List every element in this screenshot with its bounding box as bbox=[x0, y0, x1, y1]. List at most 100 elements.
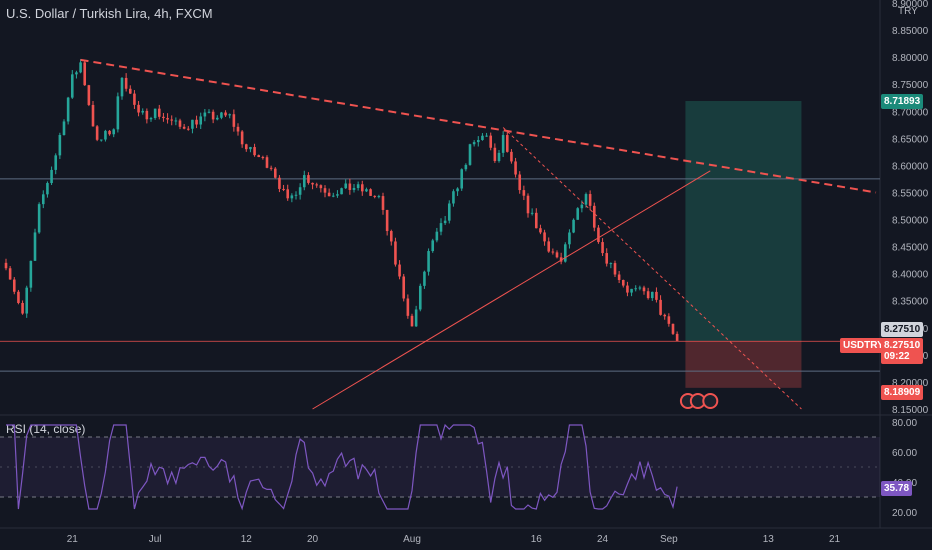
candle-body bbox=[489, 135, 493, 148]
candle-body bbox=[601, 242, 604, 254]
price-tick-label: 8.35000 bbox=[892, 297, 929, 308]
candle-body bbox=[447, 203, 451, 221]
candle-body bbox=[278, 177, 281, 189]
rsi-line bbox=[6, 423, 678, 511]
candle-body bbox=[530, 212, 534, 214]
candle-body bbox=[62, 121, 66, 136]
candle-body bbox=[588, 194, 592, 206]
price-tick-label: 8.90000 bbox=[892, 0, 929, 10]
candle-body bbox=[534, 212, 538, 229]
candle-body bbox=[195, 119, 198, 125]
symbol-title[interactable]: U.S. Dollar / Turkish Lira, 4h, FXCM bbox=[6, 6, 213, 21]
time-tick-label: 20 bbox=[307, 534, 319, 545]
candle-body bbox=[149, 118, 153, 120]
candle-body bbox=[597, 227, 600, 243]
candle-body bbox=[244, 144, 248, 150]
candle-body bbox=[377, 196, 381, 198]
price-tick-label: 8.70000 bbox=[892, 107, 929, 118]
candle-body bbox=[327, 192, 331, 197]
price-tick-label: 8.85000 bbox=[892, 26, 929, 37]
candle-body bbox=[609, 263, 613, 265]
price-tick-label: 8.55000 bbox=[892, 188, 929, 199]
candle-body bbox=[584, 194, 588, 205]
candle-body bbox=[294, 194, 298, 196]
dotted-trendline bbox=[502, 127, 802, 410]
candle-body bbox=[497, 152, 501, 162]
time-tick-label: 13 bbox=[763, 534, 775, 545]
candle-body bbox=[191, 119, 194, 129]
candle-body bbox=[481, 135, 484, 140]
candle-body bbox=[232, 114, 236, 127]
price-tick-label: 8.15000 bbox=[892, 405, 929, 416]
candle-body bbox=[501, 135, 505, 153]
candle-body bbox=[104, 130, 107, 140]
candle-body bbox=[389, 231, 393, 242]
candle-body bbox=[663, 314, 667, 317]
candle-body bbox=[555, 252, 559, 258]
time-tick-label: Sep bbox=[660, 534, 678, 545]
candle-body bbox=[203, 112, 207, 117]
candle-body bbox=[621, 279, 625, 286]
rsi-tick-label: 80.00 bbox=[892, 418, 917, 429]
candle-body bbox=[468, 144, 472, 165]
candle-body bbox=[348, 183, 352, 190]
current-price-tag: 8.27510 09:22 bbox=[881, 338, 924, 364]
time-tick-label: 12 bbox=[241, 534, 253, 545]
candle-body bbox=[315, 184, 319, 186]
candle-body bbox=[25, 287, 29, 314]
stop-zone bbox=[685, 341, 802, 388]
candle-body bbox=[360, 184, 364, 192]
bar-countdown: 09:22 bbox=[884, 351, 910, 362]
candle-body bbox=[178, 120, 182, 127]
candle-body bbox=[307, 175, 310, 183]
candle-body bbox=[99, 139, 103, 141]
candle-body bbox=[170, 119, 174, 121]
candle-body bbox=[373, 195, 377, 197]
event-marker-icon bbox=[702, 393, 719, 409]
candle-body bbox=[510, 151, 513, 162]
candle-body bbox=[410, 315, 414, 327]
candle-body bbox=[456, 188, 459, 192]
candle-body bbox=[340, 188, 343, 195]
candle-body bbox=[331, 195, 335, 197]
candle-body bbox=[418, 285, 422, 310]
rsi-band bbox=[0, 437, 880, 497]
candle-body bbox=[124, 77, 128, 89]
candle-body bbox=[559, 257, 563, 262]
candle-body bbox=[576, 208, 580, 220]
last-price-tag: 8.27510 bbox=[881, 322, 924, 337]
candle-body bbox=[539, 228, 542, 233]
candle-body bbox=[290, 195, 294, 199]
candle-body bbox=[133, 93, 136, 105]
candle-body bbox=[381, 196, 385, 210]
price-tick-label: 8.75000 bbox=[892, 80, 929, 91]
candle-body bbox=[423, 271, 426, 286]
candle-body bbox=[273, 168, 277, 178]
candle-body bbox=[162, 116, 165, 119]
candle-body bbox=[128, 88, 132, 94]
candle-body bbox=[112, 129, 116, 135]
candle-body bbox=[398, 264, 401, 277]
candle-body bbox=[199, 116, 203, 125]
candle-body bbox=[646, 291, 650, 299]
candle-body bbox=[311, 182, 314, 185]
rsi-tick-label: 20.00 bbox=[892, 508, 917, 519]
candle-body bbox=[385, 209, 389, 232]
candle-body bbox=[41, 194, 45, 205]
candle-body bbox=[240, 131, 244, 145]
symbol-tag: USDTRY bbox=[840, 338, 887, 353]
candle-body bbox=[207, 111, 211, 113]
candle-body bbox=[257, 155, 261, 158]
candle-body bbox=[116, 96, 120, 130]
price-tick-label: 8.45000 bbox=[892, 243, 929, 254]
candle-body bbox=[650, 291, 654, 299]
candle-body bbox=[269, 167, 273, 169]
candle-body bbox=[464, 164, 468, 170]
candle-body bbox=[626, 285, 629, 293]
candle-body bbox=[79, 62, 82, 73]
price-tick-label: 8.20000 bbox=[892, 378, 929, 389]
target-price-tag: 8.71893 bbox=[881, 94, 924, 109]
time-tick-label: Aug bbox=[403, 534, 421, 545]
candle-body bbox=[298, 187, 302, 195]
